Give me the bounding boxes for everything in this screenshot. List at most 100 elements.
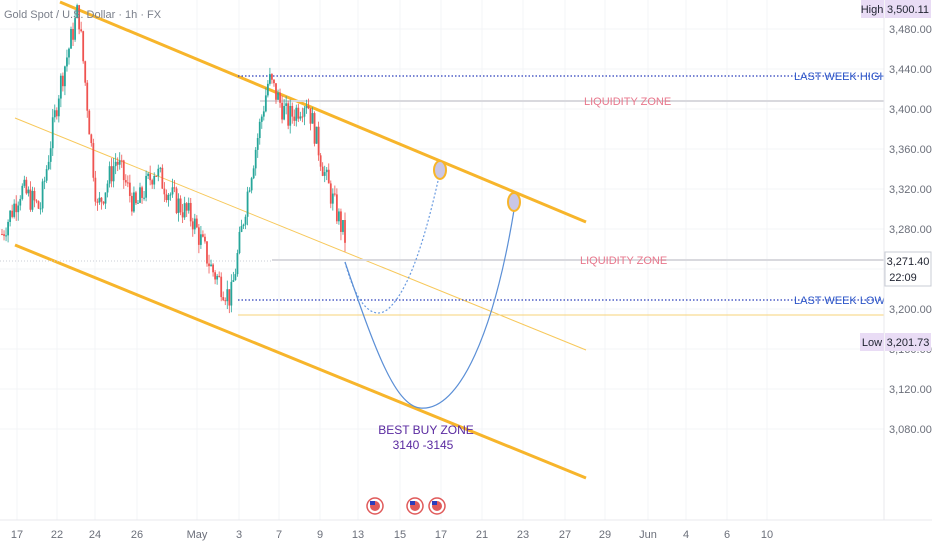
candle[interactable] — [15, 195, 18, 221]
candle[interactable] — [25, 176, 28, 195]
candle[interactable] — [137, 200, 139, 204]
candle[interactable] — [252, 165, 255, 180]
candlestick-series[interactable] — [1, 3, 346, 314]
projections[interactable] — [344, 160, 521, 409]
candle[interactable] — [333, 185, 336, 197]
candle[interactable] — [256, 133, 259, 158]
candle[interactable] — [118, 152, 121, 170]
candle[interactable] — [66, 49, 68, 72]
candle[interactable] — [293, 109, 296, 126]
candle[interactable] — [228, 289, 231, 314]
candle[interactable] — [315, 126, 318, 144]
candle[interactable] — [61, 72, 64, 92]
candle[interactable] — [151, 178, 154, 189]
candle[interactable] — [321, 162, 324, 177]
candle[interactable] — [143, 191, 145, 201]
candle[interactable] — [299, 111, 302, 121]
candle[interactable] — [1, 228, 3, 236]
candle[interactable] — [202, 230, 204, 238]
candle[interactable] — [149, 165, 152, 186]
candle[interactable] — [35, 199, 38, 204]
candle[interactable] — [110, 158, 113, 188]
candle[interactable] — [311, 107, 314, 124]
candle[interactable] — [285, 96, 288, 115]
candle[interactable] — [327, 163, 330, 184]
candle[interactable] — [59, 73, 62, 108]
candle[interactable] — [240, 219, 243, 233]
candle[interactable] — [104, 192, 107, 209]
candle[interactable] — [340, 208, 342, 241]
candle[interactable] — [94, 170, 97, 206]
candle[interactable] — [7, 219, 9, 243]
candle[interactable] — [112, 157, 115, 188]
candle[interactable] — [197, 223, 200, 254]
candle[interactable] — [165, 189, 168, 203]
candle[interactable] — [13, 199, 16, 219]
candle[interactable] — [98, 191, 101, 205]
candle[interactable] — [90, 133, 93, 147]
candle[interactable] — [57, 94, 60, 123]
candle[interactable] — [216, 273, 219, 285]
candle[interactable] — [88, 109, 91, 135]
candle[interactable] — [230, 274, 233, 313]
candle[interactable] — [108, 161, 111, 188]
candle[interactable] — [258, 118, 261, 145]
candle[interactable] — [64, 65, 66, 96]
candle[interactable] — [264, 87, 267, 113]
candle[interactable] — [273, 79, 275, 87]
candle[interactable] — [153, 172, 156, 190]
candle[interactable] — [297, 103, 300, 123]
levels[interactable] — [0, 75, 884, 316]
candle[interactable] — [51, 108, 54, 156]
candle[interactable] — [82, 30, 85, 64]
candle[interactable] — [55, 107, 58, 120]
candle[interactable] — [53, 104, 56, 123]
candle[interactable] — [187, 197, 190, 214]
candle[interactable] — [135, 190, 137, 206]
candle[interactable] — [204, 233, 206, 244]
candle[interactable] — [133, 186, 135, 213]
candle[interactable] — [338, 208, 340, 225]
candle[interactable] — [116, 157, 119, 172]
candle[interactable] — [277, 89, 279, 101]
candle[interactable] — [248, 187, 251, 193]
target-marker-long[interactable] — [507, 192, 521, 212]
candle[interactable] — [78, 4, 81, 35]
candle[interactable] — [191, 217, 194, 237]
candle[interactable] — [114, 153, 117, 175]
candle[interactable] — [234, 268, 237, 281]
candle[interactable] — [17, 201, 20, 221]
projection-short-path[interactable] — [344, 171, 441, 314]
candle[interactable] — [218, 271, 221, 278]
candle[interactable] — [49, 141, 52, 170]
candle[interactable] — [9, 210, 12, 227]
candle[interactable] — [80, 21, 83, 33]
candle[interactable] — [45, 165, 48, 184]
candle[interactable] — [145, 170, 148, 202]
candle[interactable] — [76, 3, 78, 19]
candle[interactable] — [177, 193, 180, 222]
candle[interactable] — [139, 182, 141, 204]
candle[interactable] — [41, 178, 44, 213]
candle[interactable] — [169, 192, 172, 201]
candle[interactable] — [124, 174, 127, 186]
candle[interactable] — [305, 99, 308, 114]
candle[interactable] — [329, 180, 332, 209]
candle[interactable] — [199, 225, 202, 249]
candle[interactable] — [106, 180, 109, 198]
candle[interactable] — [175, 186, 178, 215]
candle[interactable] — [236, 249, 239, 277]
candle[interactable] — [331, 188, 334, 211]
candle[interactable] — [289, 99, 292, 134]
candle[interactable] — [195, 215, 198, 229]
candle[interactable] — [130, 192, 133, 216]
candle[interactable] — [29, 181, 32, 212]
candle[interactable] — [179, 195, 182, 216]
candle[interactable] — [74, 10, 76, 42]
candle[interactable] — [279, 88, 281, 108]
candle[interactable] — [155, 175, 158, 177]
candle[interactable] — [171, 178, 174, 198]
candle[interactable] — [189, 197, 192, 227]
candle[interactable] — [250, 176, 253, 194]
